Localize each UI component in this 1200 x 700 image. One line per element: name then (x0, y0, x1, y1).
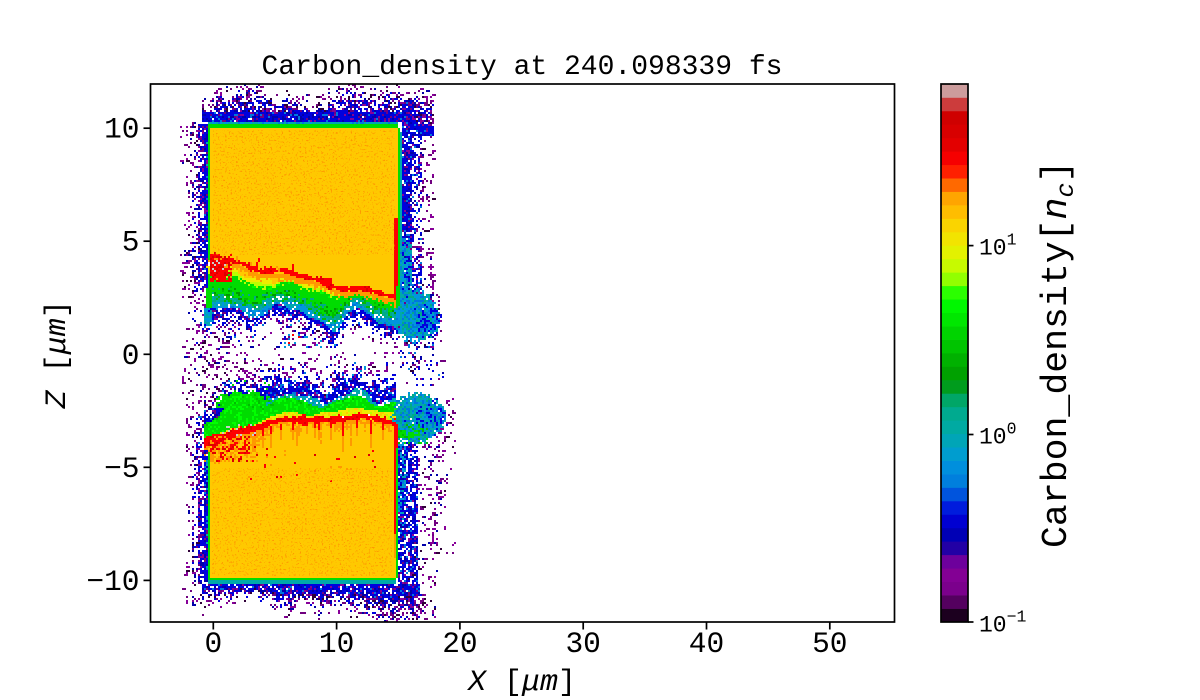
svg-text:40: 40 (689, 627, 724, 661)
svg-text:−5: −5 (104, 452, 139, 486)
svg-text:Carbon_density at 240.098339 f: Carbon_density at 240.098339 fs (262, 52, 783, 83)
svg-text:X [μm]: X [μm] (466, 666, 576, 700)
svg-text:20: 20 (442, 627, 477, 661)
svg-text:10: 10 (104, 113, 139, 147)
svg-text:0: 0 (204, 627, 222, 661)
svg-text:5: 5 (122, 226, 140, 260)
svg-text:30: 30 (565, 627, 600, 661)
svg-text:Carbon_density[nc]: Carbon_density[nc] (1036, 161, 1081, 548)
svg-text:−10: −10 (86, 565, 139, 599)
svg-text:0: 0 (122, 339, 140, 373)
svg-text:50: 50 (812, 627, 847, 661)
svg-text:Z [μm]: Z [μm] (41, 300, 75, 409)
svg-text:10: 10 (319, 627, 354, 661)
